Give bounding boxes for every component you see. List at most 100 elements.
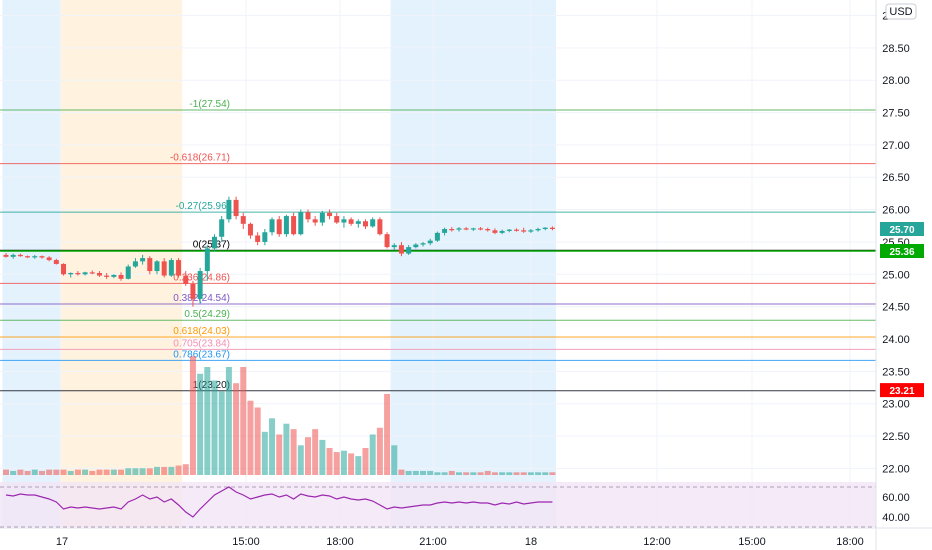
volume-bar [333,452,340,475]
volume-bar [470,472,477,475]
currency-badge[interactable] [885,3,917,20]
volume-bar [31,469,38,475]
candle-body [147,258,153,272]
candle-body [291,216,297,235]
candle-body [427,240,433,244]
volume-bar [398,469,405,475]
candle-body [370,219,376,227]
candle-body [89,272,95,274]
volume-bar [240,367,247,475]
volume-bar [118,469,125,475]
volume-bar [82,469,89,475]
rsi-tick-label: 60.00 [882,492,910,504]
y-tick-label: 28.00 [882,75,910,87]
volume-bar [297,445,304,475]
candle-body [17,254,23,257]
candle-body [434,232,440,241]
candle-body [305,212,311,220]
volume-bar [53,469,60,475]
x-tick-label: 18:00 [326,536,354,548]
current-price-badge [880,244,924,258]
candle-body [319,212,325,223]
candle-body [463,228,469,230]
x-tick-label: 17 [56,536,68,548]
y-tick-label: 23.50 [882,366,910,378]
fib-level-label: 0.786(23.67) [173,349,230,360]
candle-body [499,230,505,233]
fib-base-price-badge [880,383,924,398]
volume-bar [161,466,168,475]
volume-bar [520,472,527,475]
candle-body [298,212,304,235]
candle-body [212,236,218,249]
x-tick-label: 15:00 [738,536,766,548]
candle-body [46,257,52,261]
y-tick-label: 22.00 [882,463,910,475]
candle-body [154,261,160,272]
volume-bar [348,453,355,475]
volume-bar [290,429,297,475]
last-price-badge [880,222,924,237]
volume-bar [276,434,283,475]
volume-bar [125,468,132,475]
volume-bar [139,468,146,475]
fib-level-label: 0.618(24.03) [173,326,230,337]
volume-bar [247,400,254,475]
y-tick-label: 23.00 [882,399,910,411]
candle-body [233,199,239,217]
candle-body [247,223,253,236]
volume-bar [340,450,347,475]
candle-body [334,216,340,223]
volume-bar [132,468,139,475]
volume-bar [535,472,542,475]
candle-body [492,230,498,233]
candle-body [219,219,225,237]
session-band [2,0,60,527]
candle-body [255,235,261,242]
volume-bar [146,468,153,475]
volume-bar [549,472,556,475]
fib-base-price-badge-text: 23.21 [889,386,914,397]
volume-bar [60,469,67,475]
y-tick-label: 25.00 [882,269,910,281]
candle-body [10,254,16,257]
volume-bar [67,470,74,475]
x-tick-label: 15:00 [232,536,260,548]
volume-bar [362,448,369,475]
x-tick-label: 12:00 [643,536,671,548]
candle-body [204,248,210,272]
volume-bar [326,448,333,475]
candle-body [140,258,146,262]
candle-body [3,254,9,257]
candle-body [132,261,138,267]
volume-bar [38,470,45,475]
candle-body [176,260,182,276]
volume-bar [427,470,434,475]
candle-body [312,219,318,223]
volume-bar [412,470,419,475]
volume-bar [17,469,24,475]
fib-level-label: 0.705(23.84) [173,338,230,349]
volume-bar [96,469,103,475]
volume-bar [499,472,506,475]
candle-body [82,272,88,275]
last-price-badge-text: 25.70 [889,225,914,236]
candle-body [262,232,268,242]
candle-body [168,260,174,276]
candle-body [549,227,555,230]
current-price-badge-text: 25.36 [889,247,914,258]
candle-body [327,212,333,217]
volume-bar [204,367,211,475]
volume-bar [175,465,182,475]
candle-body [111,274,117,277]
candle-body [470,228,476,230]
candle-body [535,229,541,231]
session-band [390,0,557,527]
volume-bar [283,423,290,475]
volume-bar [74,469,81,475]
volume-bar [3,469,9,475]
candle-body [25,256,31,258]
volume-bar [491,472,498,475]
candle-body [420,243,426,245]
